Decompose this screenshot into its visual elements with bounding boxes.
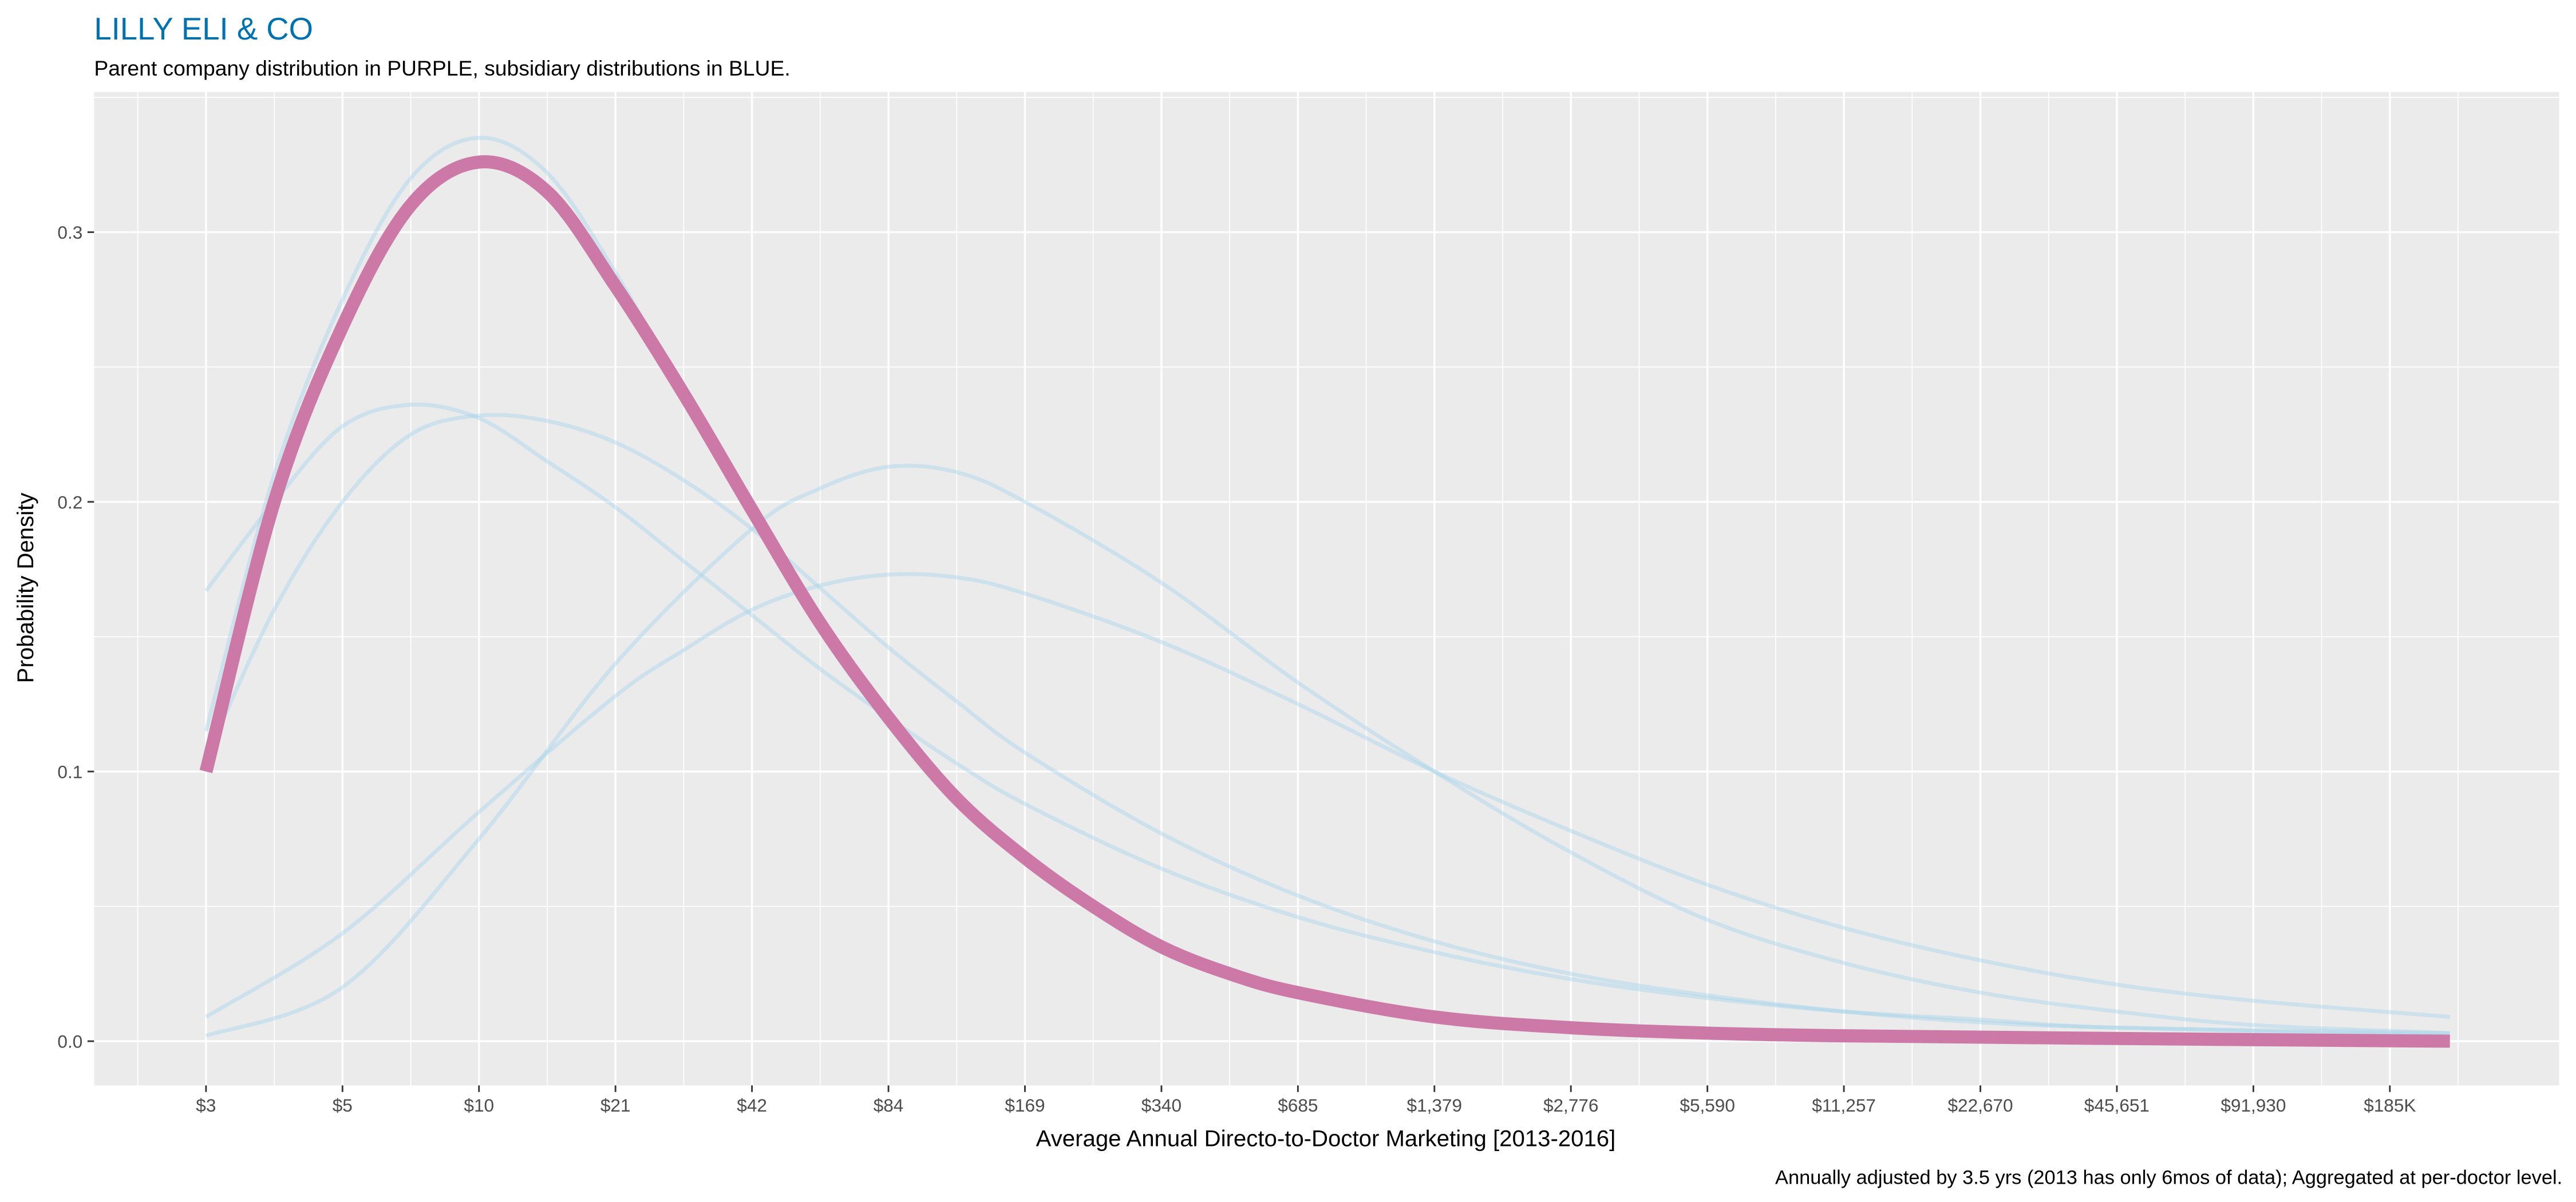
x-tick-label: $11,257 [1812,1095,1876,1116]
x-tick-label: $21 [600,1095,631,1116]
axes: $3 $5 $10 $21 $42 $84 $169 $340 $685 $1,379 $2,776… [57,222,2416,1116]
x-tick-label: $5,590 [1680,1095,1735,1116]
x-tick-label: $3 [196,1095,216,1116]
plot-panel [94,92,2559,1086]
x-tick-label: $685 [1278,1095,1318,1116]
x-tick-label: $1,379 [1407,1095,1463,1116]
subsidiary-density-line [205,464,2450,1038]
subsidiary-density-line [204,413,2450,1038]
x-tick-label: $22,670 [1948,1095,2013,1116]
x-tick-label: $2,776 [1543,1095,1599,1116]
gridlines [94,92,2559,1086]
parent-density-line [199,155,2450,1048]
x-tick-label: $340 [1141,1095,1182,1116]
chart-subtitle: Parent company distribution in PURPLE, s… [94,56,790,80]
x-tick-label: $84 [874,1095,904,1116]
y-tick-label: 0.0 [57,1031,82,1052]
x-tick-label: $42 [737,1095,767,1116]
y-tick-label: 0.1 [57,761,82,782]
x-tick-label: $169 [1005,1095,1045,1116]
chart-title: LILLY ELI & CO [94,11,313,46]
subsidiary-density-line [205,572,2451,1019]
subsidiary-density-line [204,402,2450,1035]
y-tick-label: 0.2 [57,492,82,512]
x-tick-label: $185K [2364,1095,2416,1116]
x-tick-label: $10 [464,1095,494,1116]
x-axis-title: Average Annual Directo-to-Doctor Marketi… [1036,1125,1616,1151]
series-group [199,136,2451,1048]
y-axis-title: Probability Density [13,493,38,683]
x-tick-label: $91,930 [2221,1095,2286,1116]
x-tick-label: $45,651 [2084,1095,2150,1116]
y-tick-label: 0.3 [57,222,82,243]
x-tick-label: $5 [333,1095,353,1116]
chart-caption: Annually adjusted by 3.5 yrs (2013 has o… [1775,1167,2562,1188]
